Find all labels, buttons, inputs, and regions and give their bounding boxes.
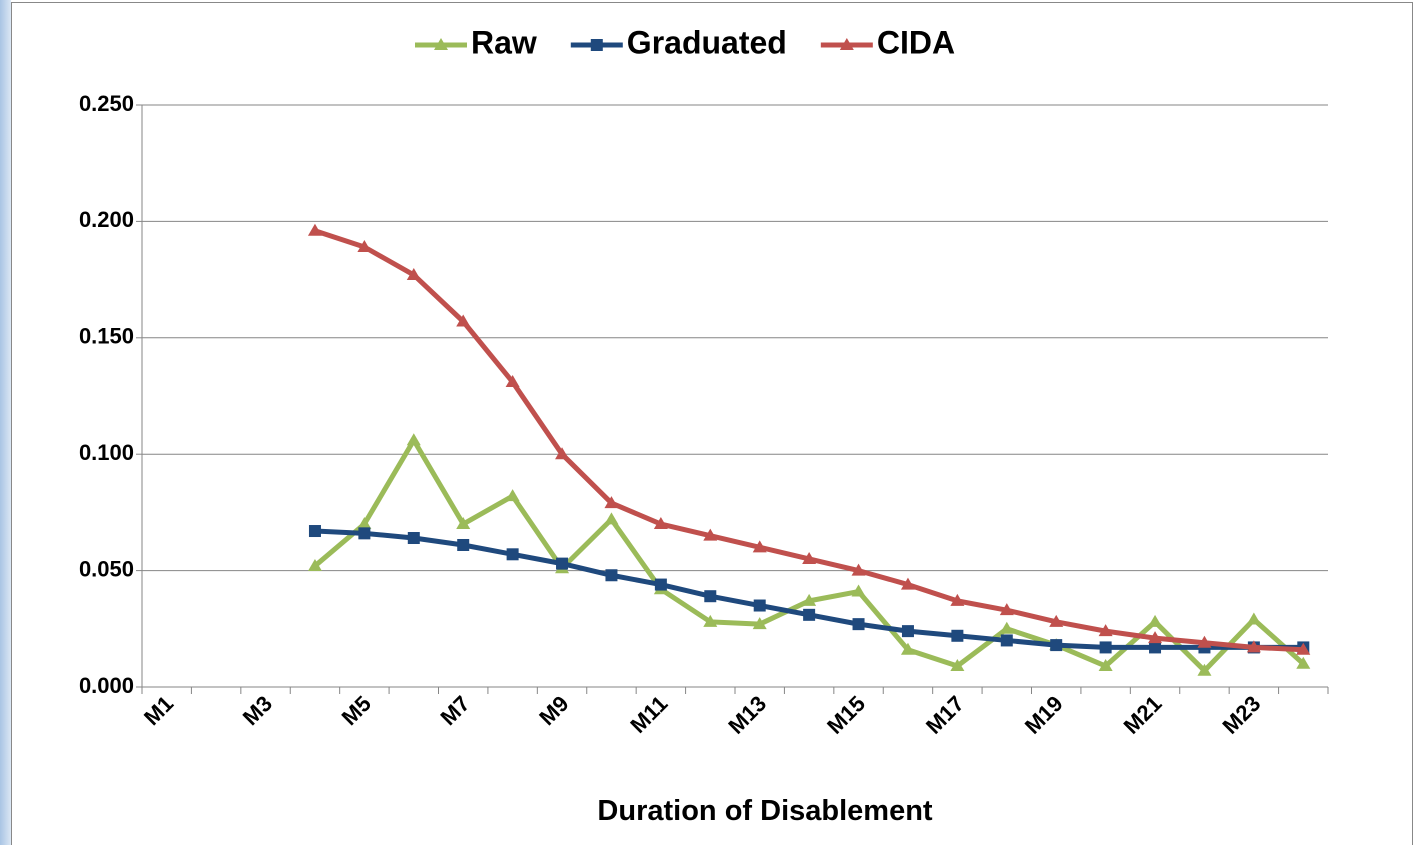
data-point — [406, 267, 421, 280]
data-point — [1197, 663, 1212, 676]
data-point — [752, 617, 767, 630]
data-point — [999, 621, 1014, 634]
data-point — [703, 614, 718, 627]
data-point — [1098, 659, 1113, 672]
data-point — [950, 593, 965, 606]
data-point — [1148, 614, 1163, 627]
data-point — [1000, 634, 1013, 647]
data-point — [506, 548, 519, 561]
data-point — [556, 557, 569, 570]
data-point — [456, 517, 471, 530]
data-point — [1148, 631, 1163, 644]
data-point — [803, 608, 816, 621]
data-point — [851, 584, 866, 597]
data-point — [1050, 639, 1063, 652]
data-point — [407, 532, 420, 545]
data-point — [900, 577, 915, 590]
data-point — [505, 375, 520, 388]
y-tick-label: 0.250 — [79, 91, 134, 116]
data-point — [1246, 612, 1261, 625]
data-point — [604, 512, 619, 525]
data-point — [457, 538, 470, 551]
data-point — [752, 540, 767, 553]
y-tick-label: 0.100 — [79, 440, 134, 465]
data-point — [704, 590, 717, 603]
data-point — [950, 659, 965, 672]
data-point — [357, 517, 372, 530]
data-point — [1149, 641, 1162, 654]
chart-frame — [11, 2, 1413, 845]
data-point — [1099, 641, 1112, 654]
data-point — [1296, 642, 1311, 655]
y-tick-label: 0.050 — [79, 556, 134, 581]
data-point — [851, 563, 866, 576]
data-point — [1197, 635, 1212, 648]
y-tick-label: 0.000 — [79, 673, 134, 698]
data-point — [307, 223, 322, 236]
data-point — [852, 618, 865, 631]
data-point — [456, 314, 471, 327]
y-tick-label: 0.200 — [79, 207, 134, 232]
legend-marker — [434, 38, 448, 50]
legend-label: Graduated — [627, 24, 787, 60]
data-point — [604, 496, 619, 509]
y-tick-label: 0.150 — [79, 324, 134, 349]
legend-marker — [590, 39, 603, 51]
data-point — [753, 599, 766, 612]
data-point — [1246, 640, 1261, 653]
data-point — [505, 489, 520, 502]
data-point — [999, 603, 1014, 616]
data-point — [1296, 656, 1311, 669]
data-point — [802, 593, 817, 606]
data-point — [1098, 624, 1113, 637]
data-point — [1049, 614, 1064, 627]
legend-label: CIDA — [877, 24, 955, 60]
data-point — [555, 447, 570, 460]
data-point — [357, 240, 372, 253]
data-point — [901, 625, 914, 638]
data-point — [653, 517, 668, 530]
side-strip — [0, 0, 11, 845]
data-point — [605, 569, 618, 582]
data-point — [307, 558, 322, 571]
data-point — [406, 433, 421, 446]
data-point — [951, 629, 964, 642]
legend-label: Raw — [471, 24, 537, 60]
data-point — [308, 525, 321, 538]
data-point — [654, 578, 667, 591]
data-point — [802, 551, 817, 564]
data-point — [703, 528, 718, 541]
data-point — [900, 642, 915, 655]
data-point — [358, 527, 371, 540]
legend-marker — [839, 38, 854, 50]
x-axis-title: Duration of Disablement — [597, 795, 932, 827]
